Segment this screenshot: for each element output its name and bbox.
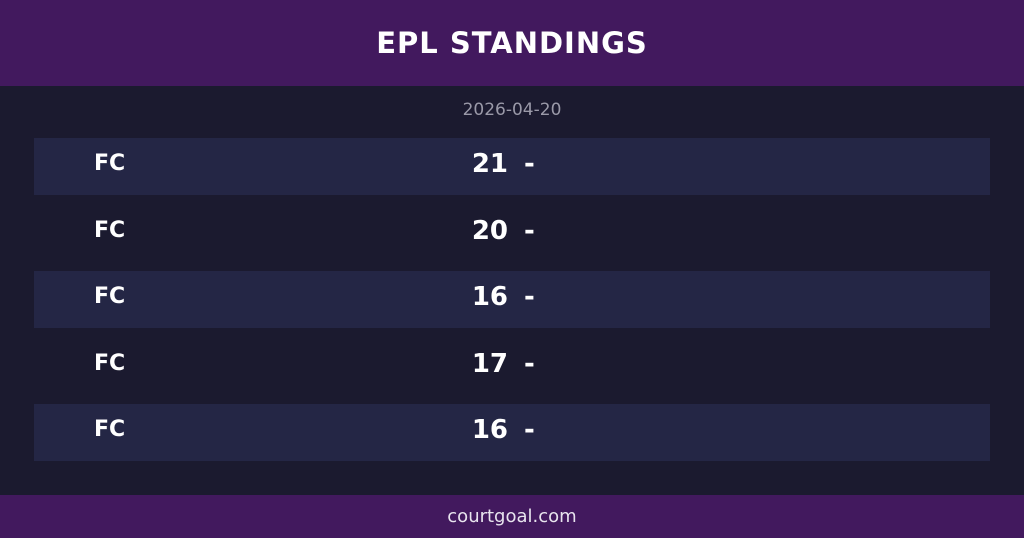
team-extra: -: [524, 282, 535, 312]
team-name: FC: [94, 217, 126, 243]
team-name: FC: [94, 151, 126, 176]
team-score: 16: [471, 415, 508, 445]
standings-row: FC 21 -: [34, 138, 990, 195]
site-name: courtgoal.com: [447, 506, 577, 527]
standings-row: FC 16 -: [34, 271, 990, 328]
page-title: EPL STANDINGS: [376, 26, 648, 60]
standings-row: FC 17 -: [34, 338, 990, 395]
team-score: 17: [471, 348, 508, 379]
standings-list: FC 21 - FC 20 - FC 16 - FC 17 - FC 16 -: [34, 138, 990, 471]
team-score: 21: [471, 149, 508, 179]
team-name: FC: [94, 350, 126, 376]
footer-bar: courtgoal.com: [0, 495, 1024, 538]
team-name: FC: [94, 284, 126, 309]
team-name: FC: [94, 417, 126, 442]
team-extra: -: [524, 415, 535, 445]
standings-date: 2026-04-20: [462, 100, 562, 120]
standings-row: FC 16 -: [34, 404, 990, 461]
team-score: 16: [471, 282, 508, 312]
team-score: 20: [471, 215, 508, 246]
standings-row: FC 20 -: [34, 205, 990, 262]
header-bar: EPL STANDINGS: [0, 0, 1024, 86]
team-extra: -: [524, 149, 535, 179]
team-extra: -: [524, 348, 535, 379]
team-extra: -: [524, 215, 535, 246]
